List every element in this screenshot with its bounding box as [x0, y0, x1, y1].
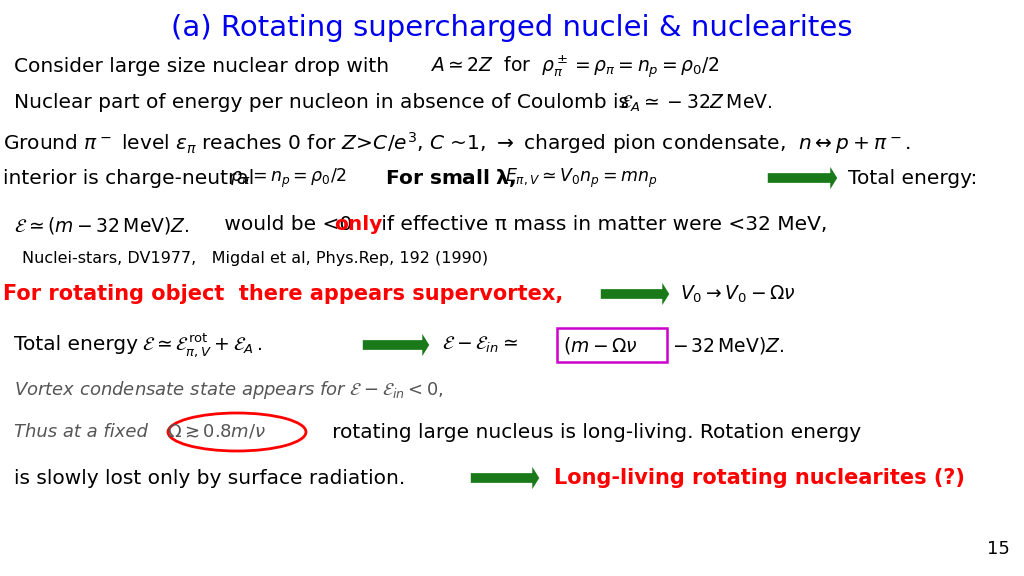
Text: Vortex condensate state appears for $\mathcal{E} - \mathcal{E}_{in} < 0,$: Vortex condensate state appears for $\ma…	[14, 379, 443, 401]
Text: Nuclei-stars, DV1977,   Migdal et al, Phys.Rep, 192 (1990): Nuclei-stars, DV1977, Migdal et al, Phys…	[22, 251, 488, 266]
Text: $\Omega \gtrsim 0.8m/\nu$: $\Omega \gtrsim 0.8m/\nu$	[167, 423, 266, 441]
Text: $E_{\pi,V} \simeq V_0 n_p = mn_p$: $E_{\pi,V} \simeq V_0 n_p = mn_p$	[505, 166, 657, 190]
Text: $-\,32\,\mathrm{MeV})Z.$: $-\,32\,\mathrm{MeV})Z.$	[672, 335, 784, 355]
Text: $\mathbf{For\ small\ \boldsymbol{\lambda},}$: $\mathbf{For\ small\ \boldsymbol{\lambda…	[385, 167, 516, 189]
Text: only: only	[334, 215, 382, 234]
Text: Thus at a fixed: Thus at a fixed	[14, 423, 147, 441]
Text: $\mathcal{E} \simeq \mathcal{E}_{\pi,V}^{\,\mathrm{rot}} + \mathcal{E}_A\,.$: $\mathcal{E} \simeq \mathcal{E}_{\pi,V}^…	[142, 331, 262, 359]
Text: 15: 15	[987, 540, 1010, 558]
Text: rotating large nucleus is long-living. Rotation energy: rotating large nucleus is long-living. R…	[313, 423, 861, 441]
Text: Total energy: Total energy	[14, 335, 138, 354]
Text: Long-living rotating nuclearites (?): Long-living rotating nuclearites (?)	[554, 468, 965, 488]
Text: $\mathcal{E} \simeq (m - 32\,\mathrm{MeV})Z.$: $\mathcal{E} \simeq (m - 32\,\mathrm{MeV…	[14, 214, 189, 236]
Text: $A \simeq 2Z$  for  $\rho_\pi^\pm = \rho_\pi = n_p = \rho_0/2$: $A \simeq 2Z$ for $\rho_\pi^\pm = \rho_\…	[430, 54, 720, 80]
Text: $(m - \Omega\nu$: $(m - \Omega\nu$	[563, 335, 638, 355]
Text: (a) Rotating supercharged nuclei & nuclearites: (a) Rotating supercharged nuclei & nucle…	[171, 14, 853, 42]
Text: $\mathcal{E}_A \simeq -32Z\,\mathrm{MeV}.$: $\mathcal{E}_A \simeq -32Z\,\mathrm{MeV}…	[620, 92, 772, 113]
Text: For rotating object  there appears supervortex,: For rotating object there appears superv…	[3, 284, 563, 304]
Text: Total energy:: Total energy:	[848, 169, 977, 188]
Text: $\mathcal{E} - \mathcal{E}_{in} \simeq$: $\mathcal{E} - \mathcal{E}_{in} \simeq$	[442, 335, 518, 355]
Text: $V_0 \rightarrow V_0 - \Omega\nu$: $V_0 \rightarrow V_0 - \Omega\nu$	[680, 283, 796, 305]
Text: Ground $\pi^-$ level $\varepsilon_\pi$ reaches 0 for $Z\!>\!C/e^3$, $C$ ~1, $\ri: Ground $\pi^-$ level $\varepsilon_\pi$ r…	[3, 130, 910, 156]
Text: interior is charge-neutral: interior is charge-neutral	[3, 169, 254, 188]
Text: $\rho_\pi = n_p = \rho_0/2$: $\rho_\pi = n_p = \rho_0/2$	[230, 166, 346, 190]
Text: would be <0: would be <0	[218, 215, 358, 234]
Text: if effective π mass in matter were <32 MeV,: if effective π mass in matter were <32 M…	[375, 215, 827, 234]
Text: is slowly lost only by surface radiation.: is slowly lost only by surface radiation…	[14, 468, 406, 487]
Text: Nuclear part of energy per nucleon in absence of Coulomb is: Nuclear part of energy per nucleon in ab…	[14, 93, 629, 112]
Text: Consider large size nuclear drop with: Consider large size nuclear drop with	[14, 58, 389, 77]
